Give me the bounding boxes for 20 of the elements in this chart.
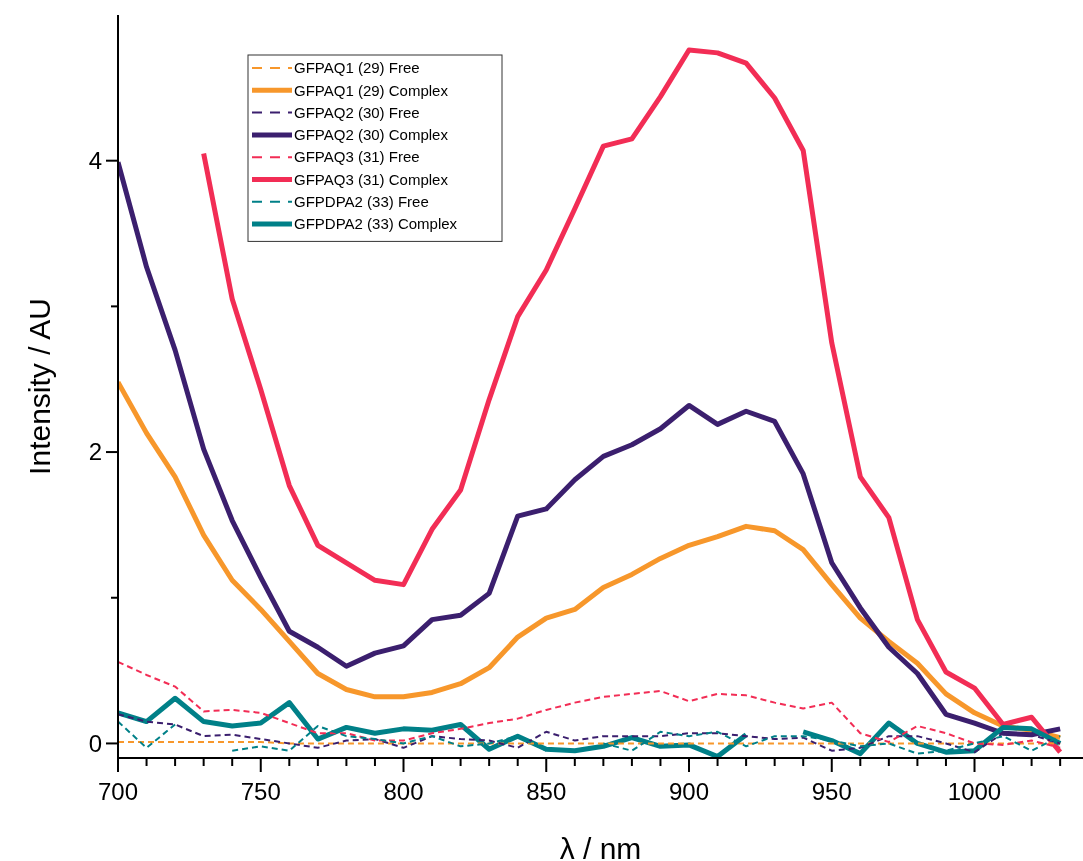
y-axis-title: Intensity / AU [23,298,56,475]
x-tick-label: 700 [97,778,139,805]
legend-label: GFPDPA2 (33) Free [294,193,429,211]
legend-label: GFPAQ2 (30) Free [294,103,420,121]
legend-label: GFPAQ2 (30) Complex [294,126,449,144]
legend-label: GFPAQ1 (29) Complex [294,81,449,99]
x-tick-label: 900 [668,778,710,805]
x-tick-label: 750 [240,778,281,805]
x-tick-label: 800 [383,778,424,805]
y-tick-label: 0 [88,729,102,757]
y-tick-label: 2 [88,438,102,466]
x-tick-label: 950 [811,778,852,805]
x-tick-label: 850 [526,778,567,805]
y-tick-label: 4 [88,147,102,175]
legend-label: GFPAQ3 (31) Complex [294,170,449,188]
x-tick-label: 1000 [947,778,1002,805]
legend-label: GFPAQ1 (29) Free [294,59,420,77]
x-axis-title: λ / nm [559,832,642,861]
legend-label: GFPAQ3 (31) Free [294,148,420,166]
legend-label: GFPDPA2 (33) Complex [294,215,458,233]
